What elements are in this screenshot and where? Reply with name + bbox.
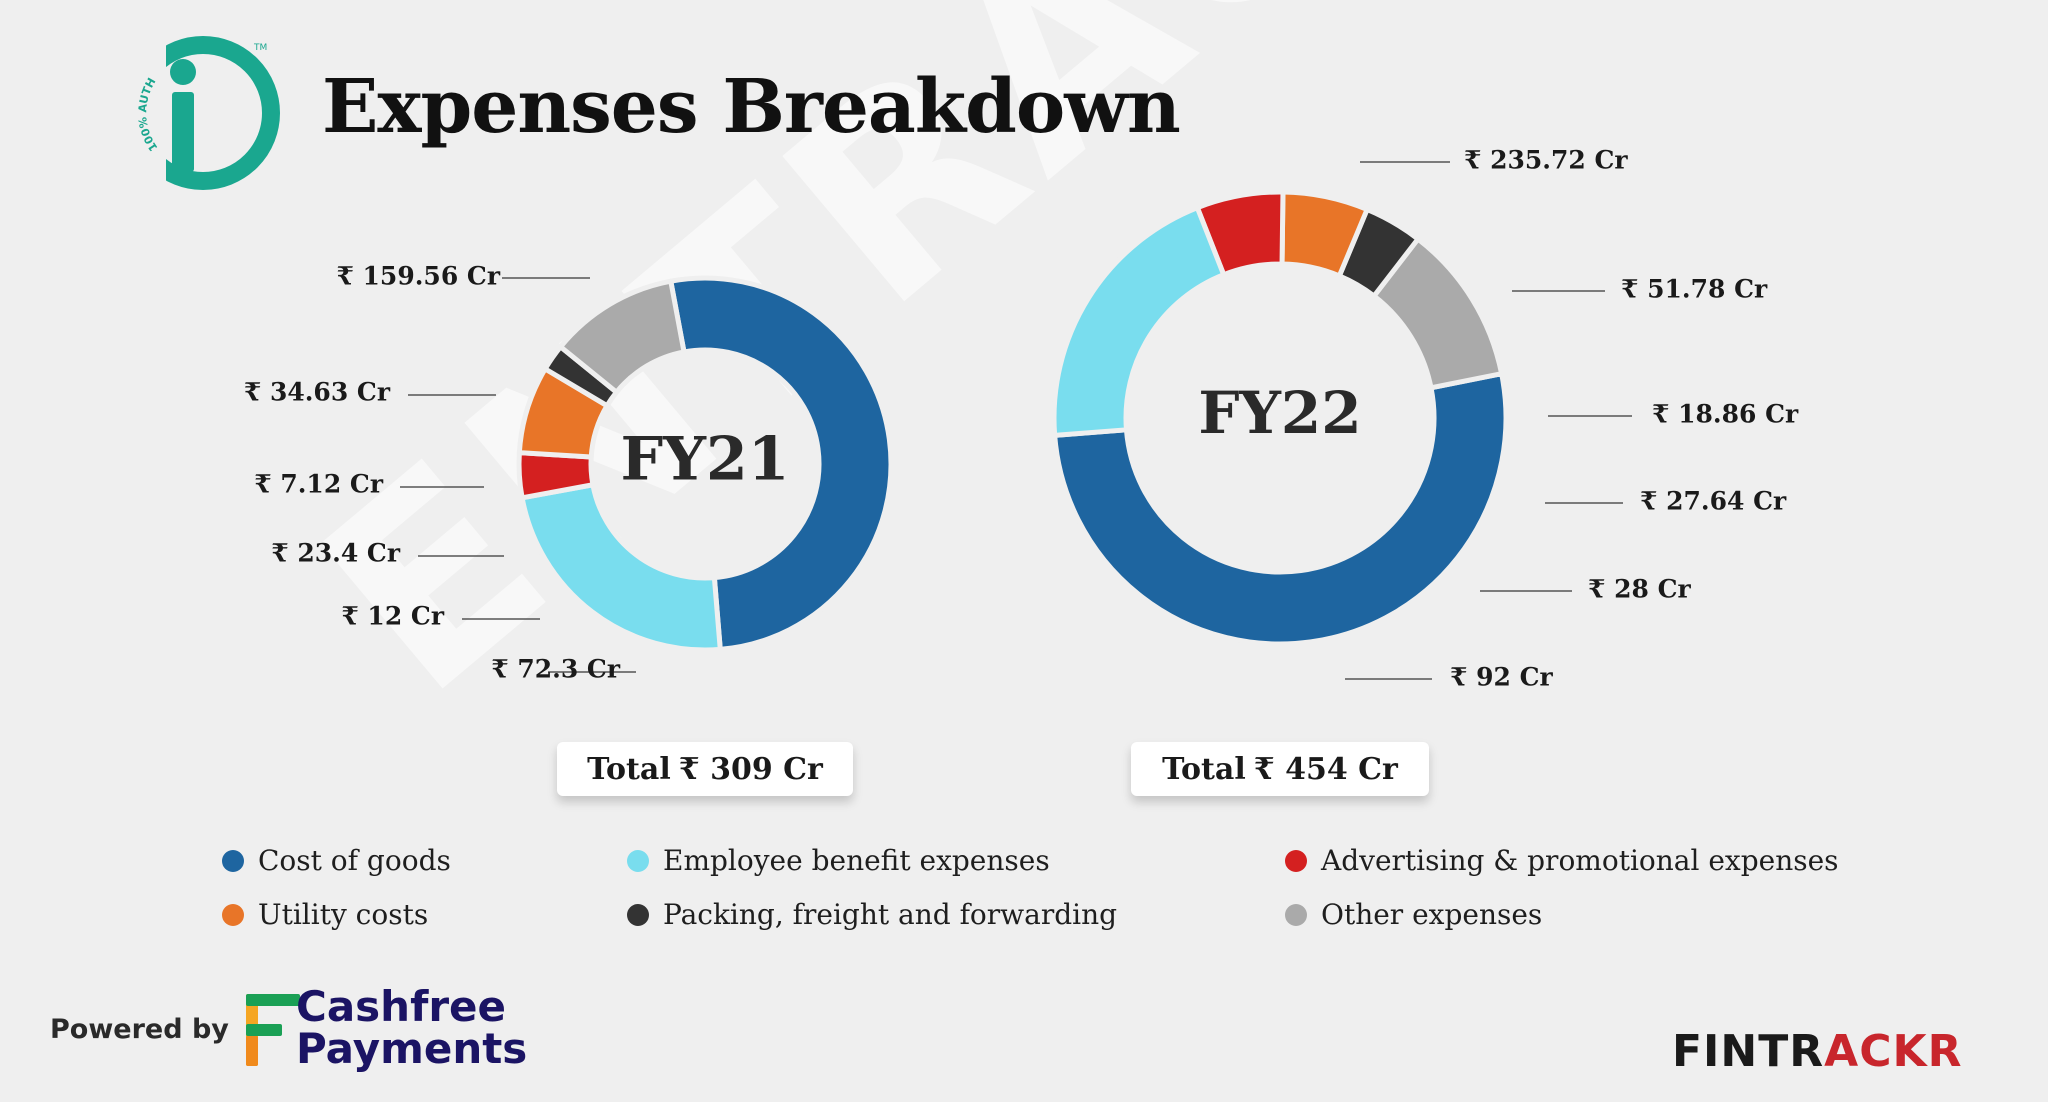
cashfree-line2: Payments (296, 1024, 528, 1073)
cashfree-wordmark: Cashfree Payments (296, 986, 527, 1070)
fy22-slice-employee-benefit-expenses (1051, 205, 1227, 438)
legend-item-employee-benefit: Employee benefit expenses (627, 844, 1050, 877)
legend-dot-icon (627, 903, 649, 926)
fintrackr-part2: A (1824, 1026, 1860, 1077)
logo-stem (172, 92, 194, 172)
fy22-value-label: ₹ 51.78 Cr (1621, 275, 1768, 304)
fy21-slice-other-expenses (558, 278, 687, 395)
legend-item-packing: Packing, freight and forwarding (627, 898, 1117, 931)
cashfree-line1: Cashfree (296, 982, 507, 1031)
legend-item-other: Other expenses (1285, 898, 1542, 931)
center-label-fy21: FY21 (621, 425, 790, 495)
fy21-slice-employee-benefit-expenses (519, 482, 723, 653)
legend-label: Employee benefit expenses (663, 844, 1050, 877)
legend-label: Utility costs (258, 898, 429, 931)
fy21-value-label: ₹ 7.12 Cr (254, 470, 384, 499)
logo-mask (118, 28, 166, 198)
fintrackr-part1: FINTR (1672, 1026, 1825, 1077)
legend-item-advertising: Advertising & promotional expenses (1285, 844, 1839, 877)
fy21-value-label: ₹ 12 Cr (341, 602, 444, 631)
fintrackr-logo: FINTRACKR (1672, 1024, 1963, 1080)
fy21-total-value: ₹ 309 Cr (678, 751, 823, 787)
fy21-slice-cost-of-goods (668, 275, 894, 652)
fy22-total-value: ₹ 454 Cr (1253, 751, 1398, 787)
donut-fy22: ₹ 235.72 Cr ₹ 51.78 Cr ₹ 18.86 Cr ₹ 27.64 C… (1051, 146, 1799, 692)
id-logo: 100% AUTHENTIC TM iD (118, 28, 280, 198)
fy21-total-prefix: Total (587, 751, 671, 787)
fintrackr-part3: CKR (1859, 1026, 1963, 1077)
legend-dot-icon (1285, 903, 1307, 926)
logo-dot (170, 59, 196, 85)
legend-label: Cost of goods (258, 844, 451, 877)
legend-dot-icon (222, 849, 244, 872)
fy22-slice-cost-of-goods (1052, 371, 1509, 647)
fy21-value-label: ₹ 23.4 Cr (271, 539, 401, 568)
logo-tm: TM (253, 43, 267, 53)
powered-by-label: Powered by (50, 1014, 229, 1045)
fy21-value-label: ₹ 72.3 Cr (491, 655, 621, 684)
fy22-value-label: ₹ 235.72 Cr (1464, 146, 1628, 175)
fy22-total: Total ₹ 454 Cr (1131, 742, 1429, 796)
fy22-value-label: ₹ 28 Cr (1588, 575, 1691, 604)
fy21-total: Total ₹ 309 Cr (557, 742, 853, 796)
center-label-fy22: FY22 (1198, 379, 1361, 447)
cashfree-icon (246, 994, 300, 1066)
donut-fy21: ₹ 159.56 Cr ₹ 72.3 Cr ₹ 12 Cr ₹ 23.4 Cr ₹ 7.… (244, 262, 894, 684)
fy22-value-label: ₹ 92 Cr (1450, 663, 1553, 692)
legend-label: Packing, freight and forwarding (663, 898, 1118, 931)
fy21-value-label: ₹ 159.56 Cr (336, 262, 500, 291)
fy21-value-label: ₹ 34.63 Cr (244, 378, 391, 407)
page-title: Expenses Breakdown (322, 64, 1181, 150)
legend-dot-icon (627, 849, 649, 872)
legend-item-utility: Utility costs (222, 898, 428, 931)
legend-label: Other expenses (1321, 898, 1543, 931)
fy22-total-prefix: Total (1162, 751, 1246, 787)
legend-dot-icon (222, 903, 244, 926)
legend-item-cost-of-goods: Cost of goods (222, 844, 451, 877)
fy22-value-label: ₹ 18.86 Cr (1652, 400, 1799, 429)
legend-dot-icon (1285, 849, 1307, 872)
fy22-value-label: ₹ 27.64 Cr (1640, 487, 1787, 516)
legend-label: Advertising & promotional expenses (1321, 844, 1839, 877)
